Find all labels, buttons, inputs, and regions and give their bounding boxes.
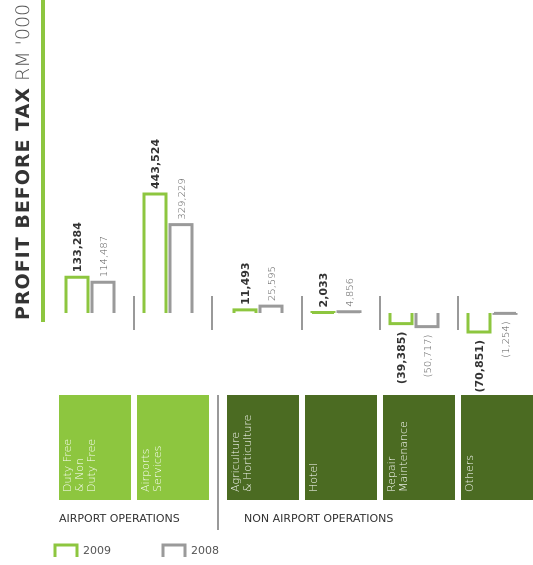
value-label: 25,595 <box>267 266 278 301</box>
category-label: Repair <box>385 456 398 492</box>
bar <box>336 310 362 314</box>
category-label: Duty Free <box>85 439 98 492</box>
category-label: & Horticulture <box>241 415 254 492</box>
value-label: (39,385) <box>395 332 408 385</box>
category-label: Others <box>463 455 476 492</box>
bar <box>168 223 194 313</box>
value-label: (1,254) <box>501 321 512 357</box>
chart-title-block: PROFIT BEFORE TAX RM '000 <box>12 4 34 320</box>
category-label: Services <box>151 446 164 492</box>
group-label: NON AIRPORT OPERATIONS <box>244 512 393 525</box>
category-label: Duty Free <box>61 439 74 492</box>
value-label: (70,851) <box>473 340 486 393</box>
bar <box>466 313 492 334</box>
value-label: 133,284 <box>71 222 84 272</box>
value-label: 329,229 <box>177 178 188 219</box>
bar <box>388 313 414 326</box>
title-rule <box>41 0 45 322</box>
category-label: Airports <box>139 449 152 492</box>
legend-label: 2008 <box>191 544 219 557</box>
legend-label: 2009 <box>83 544 111 557</box>
category-box <box>137 395 209 500</box>
value-label: 443,524 <box>149 139 162 189</box>
bar <box>90 280 116 313</box>
bar <box>310 310 336 314</box>
unit-label: RM '000 <box>12 4 34 81</box>
bar <box>64 275 90 313</box>
bar <box>232 308 258 313</box>
category-label: Maintenance <box>397 421 410 492</box>
value-label: 2,033 <box>317 273 330 308</box>
category-label: & Non <box>73 458 86 492</box>
category-box <box>227 395 299 500</box>
category-box <box>383 395 455 500</box>
category-label: Hotel <box>307 463 320 492</box>
bar <box>142 192 168 313</box>
group-label: AIRPORT OPERATIONS <box>59 512 180 525</box>
category-label: Agriculture <box>229 432 242 492</box>
category-box <box>461 395 533 500</box>
legend-swatch <box>53 543 79 557</box>
category-box <box>305 395 377 500</box>
category-box <box>59 395 131 500</box>
bar <box>414 313 440 329</box>
bar <box>258 304 284 313</box>
value-label: 11,493 <box>239 262 252 304</box>
legend-swatch <box>161 543 187 557</box>
value-label: 4,856 <box>345 278 356 307</box>
chart-title: PROFIT BEFORE TAX <box>12 87 34 320</box>
value-label: 114,487 <box>99 236 110 277</box>
value-label: (50,717) <box>423 335 434 378</box>
